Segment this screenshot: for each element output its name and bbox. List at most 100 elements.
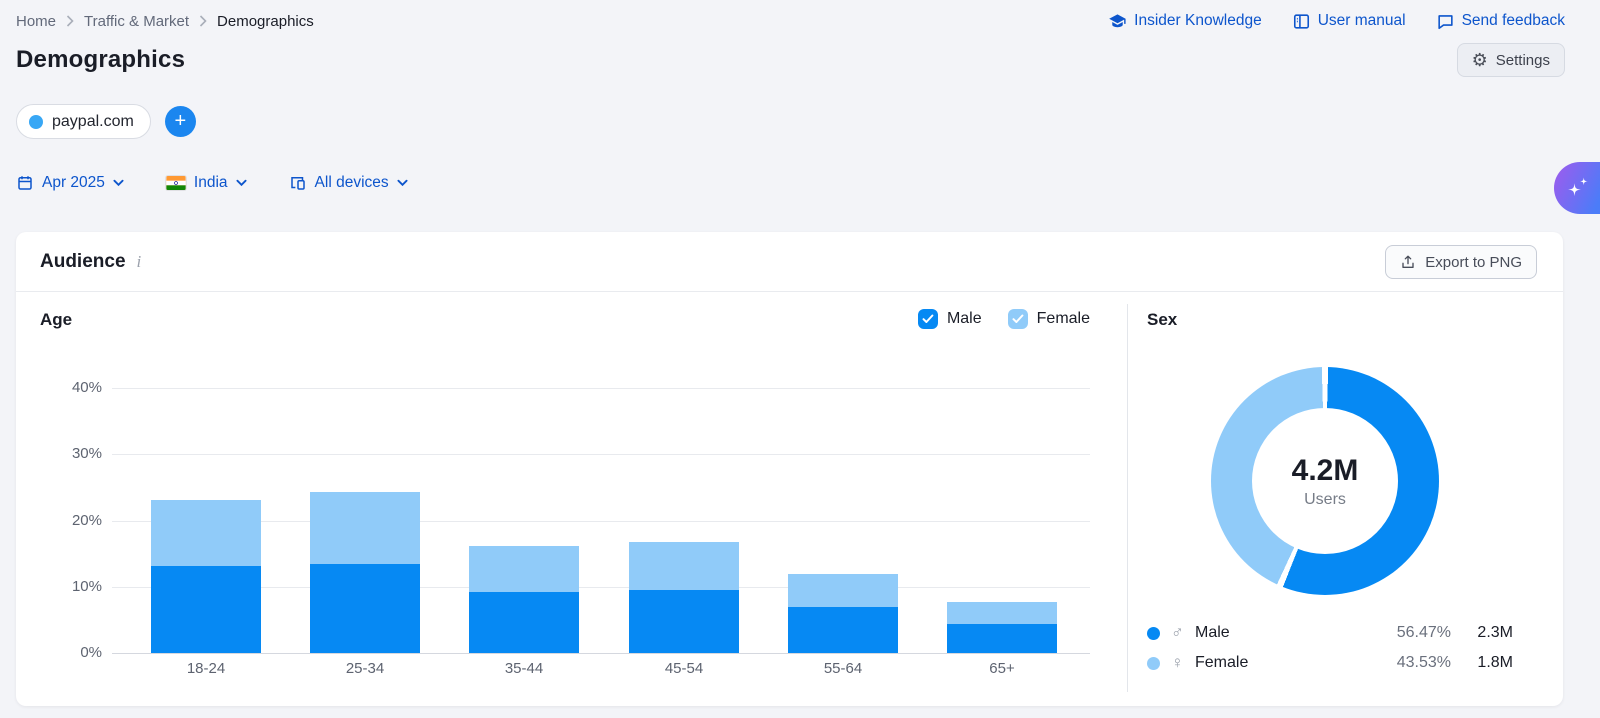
male-toggle-label[interactable]: Male	[946, 310, 982, 327]
chevron-down-icon	[236, 179, 247, 187]
export-icon	[1402, 255, 1414, 268]
gridline	[112, 586, 1090, 588]
send-feedback-label: Send feedback	[1461, 12, 1565, 29]
book-icon	[1293, 13, 1309, 29]
x-axis-tick-label: 18-24	[186, 660, 226, 677]
audience-card: Audience i Export to PNG Age Male Female…	[16, 232, 1563, 706]
breadcrumb-home[interactable]: Home	[16, 12, 57, 30]
female-legend-label: Female	[1195, 654, 1249, 671]
male-users-value: 2.3M	[1477, 624, 1513, 641]
location-filter-dropdown[interactable]: India	[166, 174, 247, 192]
y-axis-tick-label: 0%	[80, 644, 102, 661]
domain-color-dot	[29, 114, 43, 129]
male-checkbox[interactable]	[917, 309, 938, 329]
sex-donut-chart[interactable]	[1211, 367, 1439, 595]
location-filter-value: India	[193, 174, 228, 191]
ai-assistant-button[interactable]	[1554, 162, 1600, 214]
x-axis-tick-label: 65+	[989, 660, 1015, 677]
age-bar-male-25-34[interactable]	[310, 564, 420, 653]
age-bar-female-55-64[interactable]	[788, 573, 898, 608]
female-series-toggle[interactable]: Female	[1007, 309, 1090, 329]
export-to-png-button[interactable]: Export to PNG	[1385, 245, 1537, 279]
check-icon	[922, 314, 934, 323]
gridline	[112, 454, 1090, 456]
female-users-value: 1.8M	[1477, 654, 1513, 671]
chevron-down-icon	[397, 179, 408, 187]
date-filter-dropdown[interactable]: Apr 2025	[16, 174, 124, 192]
y-axis-tick-label: 10%	[71, 577, 102, 595]
age-bar-male-65+[interactable]	[947, 623, 1057, 653]
audience-title: Audience	[40, 250, 126, 272]
devices-icon	[290, 177, 305, 190]
age-bar-female-35-44[interactable]	[469, 546, 579, 593]
legend-row-female[interactable]: ♀ Female 43.53% 1.8M	[1147, 648, 1513, 678]
add-competitor-button[interactable]: +	[164, 106, 196, 137]
settings-button[interactable]: ⚙ Settings	[1456, 43, 1565, 77]
insider-knowledge-link[interactable]: Insider Knowledge	[1108, 12, 1262, 31]
topbar: Home Traffic & Market Demographics Insid…	[16, 8, 1565, 34]
sex-section-title: Sex	[1147, 310, 1178, 329]
audience-card-body: Age Male Female 0% 10% 20% 30% 40% 18-24 25-34…	[16, 292, 1563, 705]
india-flag-icon	[166, 176, 186, 190]
female-percent: 43.53%	[1396, 654, 1451, 671]
gridline	[112, 520, 1090, 522]
x-axis-tick-label: 35-44	[504, 660, 544, 677]
legend-row-male[interactable]: ♂ Male 56.47% 2.3M	[1147, 618, 1513, 648]
age-bar-male-55-64[interactable]	[788, 607, 898, 653]
calendar-icon	[18, 176, 32, 190]
age-bar-female-45-54[interactable]	[629, 541, 739, 591]
user-manual-link[interactable]: User manual	[1292, 12, 1406, 31]
user-manual-label: User manual	[1317, 12, 1406, 29]
age-bar-male-45-54[interactable]	[629, 590, 739, 653]
gridline	[112, 388, 1090, 389]
male-series-toggle[interactable]: Male	[917, 309, 982, 329]
title-row: Demographics ⚙ Settings	[16, 42, 1565, 78]
age-bar-female-18-24[interactable]	[151, 499, 261, 567]
export-label: Export to PNG	[1425, 253, 1522, 271]
male-percent: 56.47%	[1396, 624, 1451, 641]
gridline	[112, 653, 1090, 654]
insider-knowledge-label: Insider Knowledge	[1134, 12, 1262, 29]
y-axis-tick-label: 30%	[71, 445, 102, 463]
audience-card-header: Audience i Export to PNG	[16, 232, 1563, 292]
age-bar-female-25-34[interactable]	[310, 492, 420, 565]
graduation-cap-icon	[1109, 13, 1126, 27]
settings-label: Settings	[1495, 51, 1550, 69]
y-axis-tick-label: 40%	[71, 379, 102, 396]
devices-filter-value: All devices	[314, 174, 389, 191]
sparkles-icon	[1568, 177, 1588, 196]
page-title: Demographics	[16, 46, 186, 73]
sex-legend: ♂ Male 56.47% 2.3M ♀ Female 43.53% 1.8M	[1147, 618, 1513, 678]
chevron-right-icon	[66, 15, 74, 27]
age-bar-male-18-24[interactable]	[151, 566, 261, 653]
age-bar-male-35-44[interactable]	[469, 592, 579, 653]
age-bar-female-65+[interactable]	[947, 601, 1057, 624]
series-toggles: Male Female	[917, 309, 1090, 329]
x-axis-tick-label: 55-64	[823, 660, 863, 677]
gear-icon: ⚙	[1471, 50, 1488, 70]
chevron-right-icon	[199, 15, 207, 27]
date-filter-value: Apr 2025	[42, 174, 105, 191]
topbar-links: Insider Knowledge User manual Send feedb…	[1108, 12, 1565, 31]
chat-bubble-icon	[1437, 14, 1453, 29]
age-section-title: Age	[40, 310, 73, 329]
breadcrumb-traffic-market[interactable]: Traffic & Market	[84, 12, 190, 30]
targets-row: paypal.com +	[16, 104, 196, 139]
female-legend-dot	[1147, 656, 1160, 670]
domain-label: paypal.com	[52, 112, 134, 130]
send-feedback-link[interactable]: Send feedback	[1436, 12, 1565, 31]
x-axis-tick-label: 45-54	[664, 660, 704, 677]
breadcrumb-current: Demographics	[217, 12, 314, 30]
vertical-divider	[1127, 304, 1128, 692]
chevron-down-icon	[113, 179, 124, 187]
female-toggle-label[interactable]: Female	[1036, 310, 1090, 327]
female-checkbox[interactable]	[1007, 309, 1028, 329]
filters-row: Apr 2025 India All devices	[16, 174, 408, 192]
male-symbol-icon: ♂	[1171, 623, 1184, 642]
male-legend-dot	[1147, 626, 1160, 640]
info-icon[interactable]: i	[136, 251, 142, 271]
devices-filter-dropdown[interactable]: All devices	[289, 174, 408, 192]
domain-chip[interactable]: paypal.com	[16, 104, 151, 139]
x-axis-tick-label: 25-34	[345, 660, 385, 677]
y-axis-tick-label: 20%	[71, 511, 102, 529]
